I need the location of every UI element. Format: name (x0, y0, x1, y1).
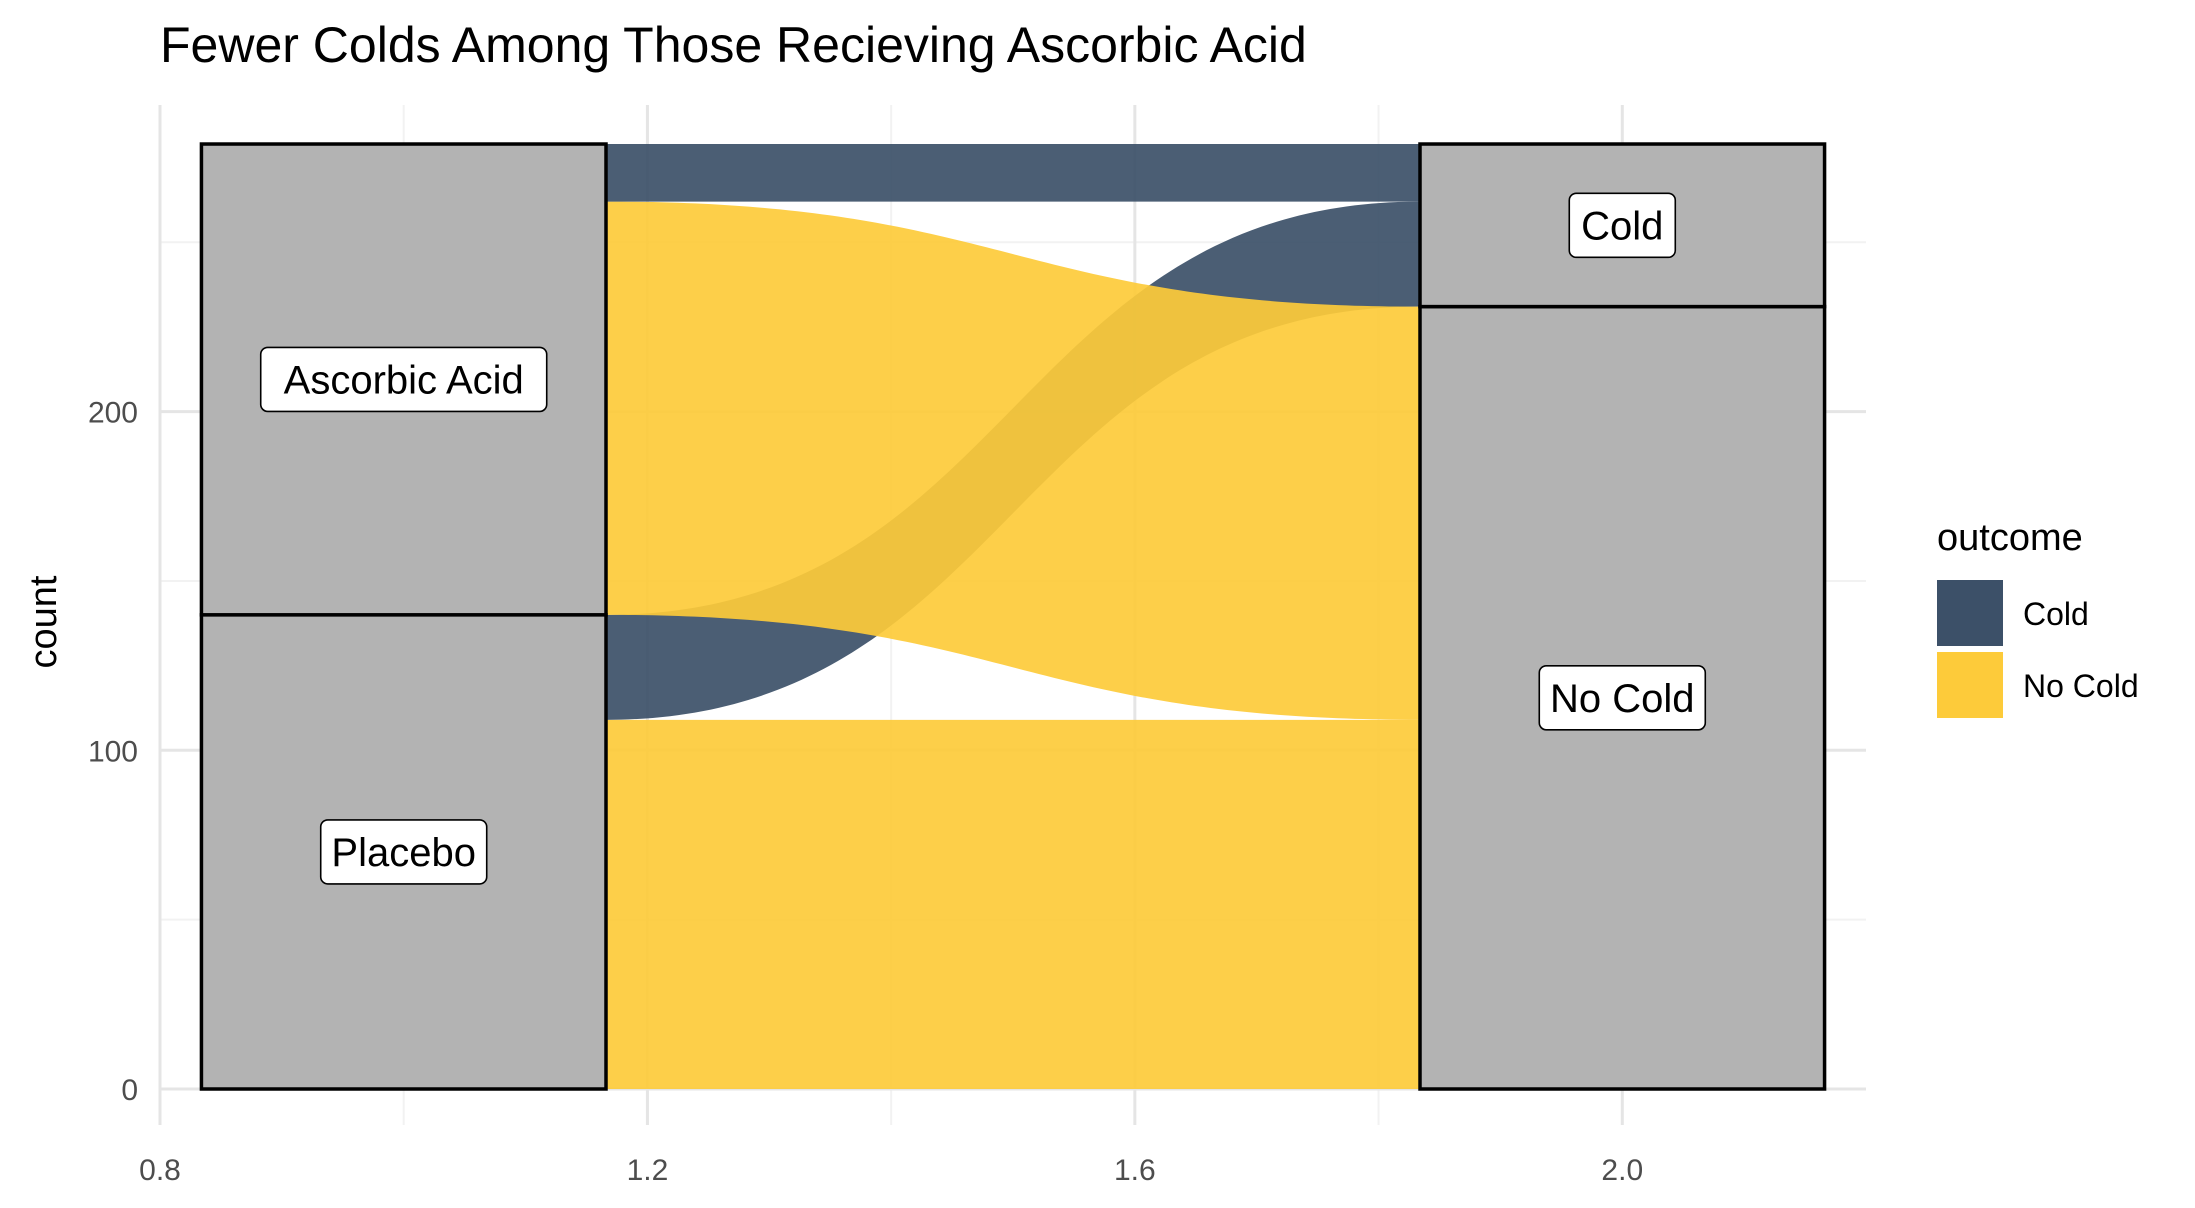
chart-title: Fewer Colds Among Those Recieving Ascorb… (160, 17, 1307, 73)
legend-label: Cold (2023, 596, 2089, 632)
stratum-label-box (259, 346, 548, 413)
x-tick-label: 1.2 (627, 1154, 669, 1187)
stratum-label-box (1568, 192, 1677, 259)
x-tick-label: 1.6 (1114, 1154, 1156, 1187)
flow-ascorbic-acid-to-cold (605, 144, 1421, 202)
legend-key-no-cold (1937, 652, 2003, 718)
legend: outcome Cold No Cold (1937, 517, 2139, 718)
stratum-label-no-cold: No Cold (1550, 677, 1695, 721)
x-axis: 0.8 1.2 1.6 2.0 (139, 1154, 1643, 1187)
x-tick-label: 0.8 (139, 1154, 181, 1187)
y-axis-title: count (23, 575, 65, 668)
y-tick-label: 200 (88, 397, 138, 430)
x-tick-label: 2.0 (1601, 1154, 1643, 1187)
flow-placebo-to-no-cold (605, 719, 1421, 1089)
strata: Placebo Ascorbic Acid No Cold Cold (199, 142, 1827, 1091)
flow-ascorbic-acid-to-no-cold (605, 201, 1421, 720)
legend-title: outcome (1937, 517, 2083, 559)
flows (605, 144, 1421, 1089)
legend-label: No Cold (2023, 668, 2139, 704)
y-axis: 0 100 200 (88, 397, 138, 1107)
stratum-label-ascorbic-acid: Ascorbic Acid (284, 358, 524, 402)
y-tick-label: 0 (121, 1074, 138, 1107)
stratum-label-box (1538, 665, 1707, 731)
y-tick-label: 100 (88, 735, 138, 768)
stratum-label-placebo: Placebo (331, 831, 476, 875)
stratum-label-cold: Cold (1581, 204, 1663, 248)
stratum-label-box (319, 819, 488, 885)
legend-key-cold (1937, 580, 2003, 646)
